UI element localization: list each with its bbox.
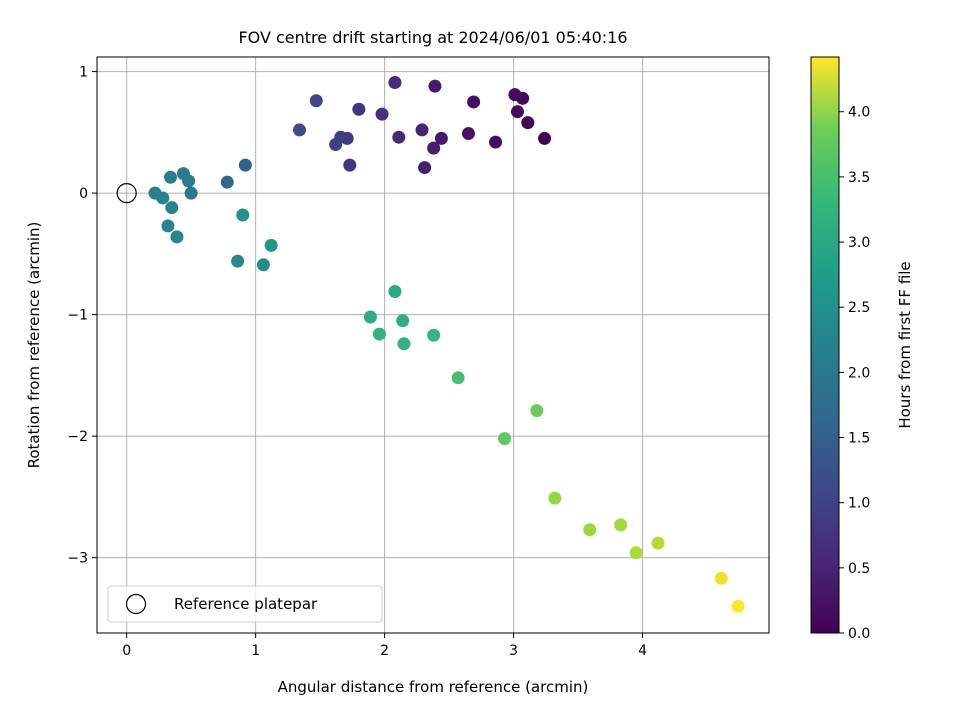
data-point [498,432,512,446]
data-point [161,219,175,233]
data-point [427,328,441,342]
legend-label: Reference platepar [174,595,318,613]
colorbar-label: Hours from first FF file [896,261,914,428]
data-point [530,404,544,418]
colorbar: 0.0 0.5 1.0 1.5 2.0 2.5 3.0 3.5 4.0 Hours from f… [810,56,914,642]
plot-frame [96,56,770,634]
data-point [363,310,377,324]
data-point [388,285,402,299]
x-tick-label: 1 [251,643,260,659]
grid-lines [97,57,769,633]
data-point [489,135,503,149]
data-point [388,76,402,90]
data-point [236,208,250,222]
data-point [629,546,643,560]
colorbar-tick-label: 2.0 [848,365,870,381]
reference-marker [116,183,137,204]
data-point [467,95,481,109]
data-point [583,523,597,537]
data-point [184,186,198,200]
data-point [375,107,389,121]
x-axis-label: Angular distance from reference (arcmin) [278,678,589,696]
data-point [220,175,234,189]
data-point [731,599,745,613]
x-tick-label: 2 [380,643,389,659]
data-points [148,76,745,613]
data-point [538,131,552,145]
data-point [309,94,323,108]
data-point [170,230,184,244]
data-point [238,158,252,172]
data-point [392,130,406,144]
data-point [714,571,728,585]
legend-box [107,585,383,623]
data-point [614,518,628,532]
data-point [548,491,562,505]
data-point [396,314,410,328]
data-point [451,371,465,385]
colorbar-tick-label: 1.0 [848,496,870,512]
data-point [521,116,535,130]
data-point [461,127,475,141]
x-tick-label: 3 [509,643,518,659]
y-axis-ticks: −3 −2 −1 0 1 [67,65,97,567]
data-point [397,337,411,351]
colorbar-tick-label: 3.0 [848,235,870,251]
colorbar-gradient [810,56,840,634]
data-point [427,141,441,155]
data-point [372,327,386,341]
data-point [293,123,307,137]
data-point [352,102,366,116]
data-point [508,88,522,102]
data-point [164,170,178,184]
colorbar-ticks: 0.0 0.5 1.0 1.5 2.0 2.5 3.0 3.5 4.0 [839,105,870,642]
legend-marker-reference [125,593,147,615]
y-tick-label: 1 [79,65,88,81]
colorbar-tick-label: 1.5 [848,431,870,447]
reference-point [116,183,137,204]
x-axis-ticks: 0 1 2 3 4 [122,633,647,659]
data-point [256,258,270,272]
data-point [651,536,665,550]
data-point [329,137,343,151]
colorbar-tick-label: 3.5 [848,170,870,186]
colorbar-tick-label: 0.0 [848,626,870,642]
data-point [343,158,357,172]
y-tick-label: 0 [79,186,88,202]
data-point [434,131,448,145]
data-point [418,161,432,175]
data-point [264,238,278,252]
data-point [156,191,170,205]
data-point [231,254,245,268]
data-point [510,105,524,119]
colorbar-tick-label: 0.5 [848,561,870,577]
y-axis-label: Rotation from reference (arcmin) [25,222,43,469]
data-point [165,201,179,215]
y-tick-label: −1 [67,308,88,324]
colorbar-tick-label: 2.5 [848,300,870,316]
data-point [176,167,190,181]
data-point [415,123,429,137]
colorbar-tick-label: 4.0 [848,105,870,121]
x-tick-label: 0 [122,643,131,659]
legend: Reference platepar [107,585,383,623]
x-tick-label: 4 [638,643,647,659]
y-tick-label: −3 [67,551,88,567]
chart-title: FOV centre drift starting at 2024/06/01 … [238,28,627,47]
data-point [428,79,442,93]
y-tick-label: −2 [67,429,88,445]
